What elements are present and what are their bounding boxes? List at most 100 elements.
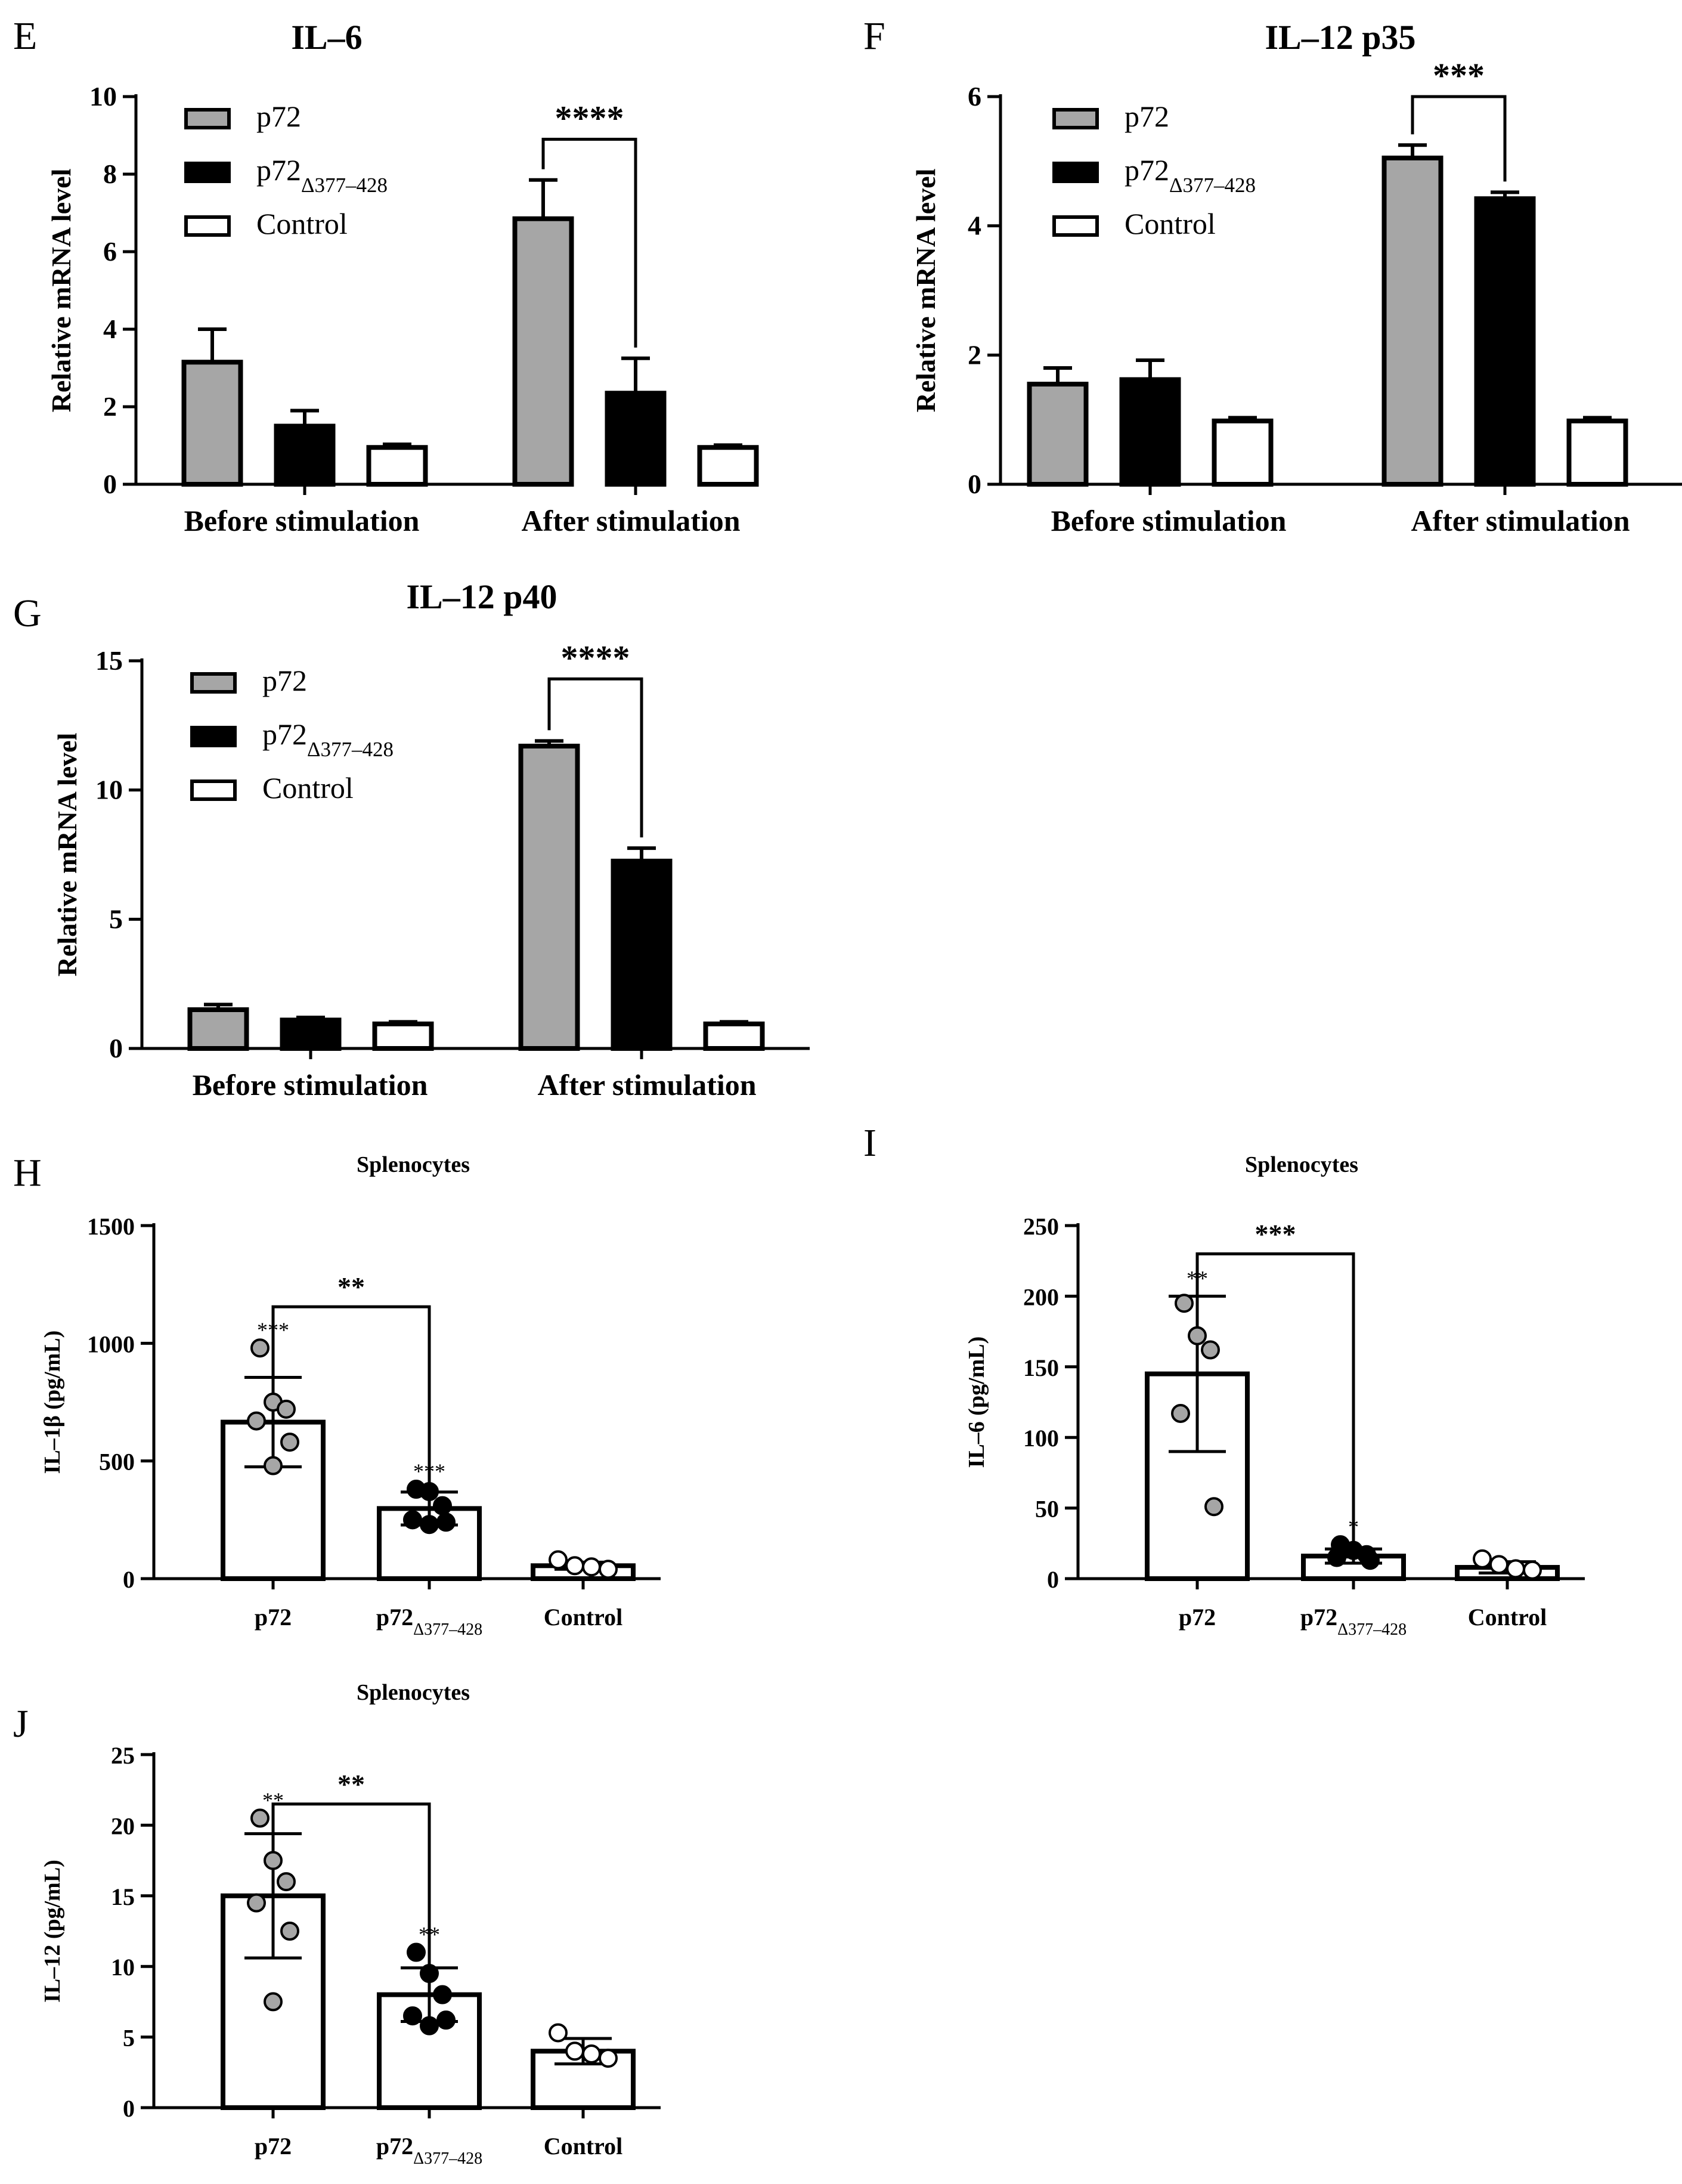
significance-label: ****: [561, 638, 630, 677]
data-point: [420, 1515, 439, 1535]
y-tick-label: 0: [103, 469, 117, 499]
y-tick-label: 0: [968, 469, 981, 499]
panel-letter: G: [13, 592, 42, 635]
legend-p72-swatch: [190, 672, 237, 694]
panel-letter: E: [13, 14, 37, 58]
category-label: Control: [544, 2133, 623, 2160]
category-label: p72Δ377–428: [376, 2133, 482, 2168]
legend-p72-swatch: [184, 108, 231, 129]
data-point: [277, 1872, 296, 1892]
y-axis-label: IL–12 (pg/mL): [40, 1860, 65, 2003]
y-tick-label: 100: [1023, 1425, 1059, 1452]
data-point: [264, 1851, 283, 1870]
legend-p72-delta-label-base: p72: [256, 153, 301, 187]
data-point: [433, 1496, 452, 1515]
panel-i: I Splenocytes 0 50 100 150 200 250 IL–6 (pg/mL) *…: [863, 1121, 1585, 1639]
y-tick-label: 10: [95, 775, 123, 805]
data-point: [250, 1808, 270, 1828]
data-point: [403, 2006, 422, 2026]
significance-label: ***: [1433, 56, 1485, 95]
significance-label: ****: [555, 99, 624, 138]
y-tick-label: 2: [103, 391, 117, 422]
y-tick-label: 2: [968, 339, 981, 370]
data-point: [420, 2016, 439, 2035]
bar-p72377428-0: [280, 1017, 342, 1051]
y-tick-label: 6: [968, 81, 981, 112]
data-point: [1361, 1551, 1380, 1570]
legend-p72-delta-label: p72Δ377–428: [262, 717, 394, 761]
bar-control-0: [1212, 418, 1274, 487]
data-point: [565, 2041, 584, 2061]
data-point: [264, 1992, 283, 2012]
bar-control-1: [697, 445, 759, 487]
bar-p72-0: [181, 360, 243, 487]
data-point: [1201, 1340, 1220, 1360]
chart-title: IL–12 p35: [1265, 18, 1415, 57]
y-axis-label: Relative mRNA level: [52, 733, 82, 977]
y-tick-label: 6: [103, 236, 117, 267]
group-label: Before stimulation: [193, 1068, 428, 1102]
y-tick-label: 10: [111, 1954, 135, 1981]
data-point: [436, 1512, 456, 1532]
bar-p72-1: [1381, 155, 1444, 487]
data-point: [277, 1399, 296, 1419]
significance-bracket: [547, 677, 643, 838]
category-label-subscript: Δ377–428: [413, 1620, 482, 1639]
data-point: [1473, 1549, 1492, 1569]
y-tick-label: 1000: [87, 1331, 135, 1357]
chart-title: Splenocytes: [1245, 1152, 1358, 1177]
data-point: [247, 1893, 266, 1913]
y-tick-label: 10: [89, 81, 117, 112]
bar-p72377428-0: [274, 423, 336, 487]
y-tick-label: 5: [123, 2025, 135, 2052]
data-point: [1188, 1326, 1207, 1345]
category-label: p72: [255, 2133, 292, 2160]
category-label: Control: [544, 1604, 623, 1631]
data-point: [582, 2044, 601, 2064]
legend-p72-delta-swatch: [190, 726, 237, 747]
category-label: Control: [1468, 1604, 1547, 1631]
data-point: [1489, 1555, 1508, 1574]
legend-p72-label: p72: [256, 100, 301, 133]
data-point: [436, 2010, 456, 2030]
category-label: p72Δ377–428: [376, 1604, 482, 1639]
data-point: [407, 1942, 426, 1962]
legend-p72-swatch: [1052, 108, 1099, 129]
legend-p72-delta-label-subscript: Δ377–428: [1169, 174, 1256, 197]
data-point: [1175, 1294, 1194, 1313]
data-point: [1204, 1497, 1223, 1517]
bar-control-1: [1566, 418, 1628, 487]
panel-letter: H: [13, 1151, 42, 1195]
y-tick-label: 5: [109, 904, 123, 934]
significance-bracket: [1195, 1252, 1355, 1549]
category-label: p72Δ377–428: [1300, 1604, 1407, 1639]
y-tick-label: 250: [1023, 1213, 1059, 1240]
significance-label: **: [337, 1272, 365, 1302]
y-tick-label: 150: [1023, 1354, 1059, 1381]
data-point: [264, 1456, 283, 1475]
y-tick-label: 4: [968, 211, 981, 241]
legend-control-swatch: [190, 779, 237, 801]
y-tick-label: 25: [111, 1742, 135, 1769]
y-tick-label: 15: [111, 1883, 135, 1910]
data-point: [1327, 1548, 1346, 1567]
legend-p72-label: p72: [262, 664, 307, 697]
panel-letter: I: [863, 1121, 876, 1165]
panel-j: J Splenocytes 0 5 10 15 20 25 IL–12 (pg/mL) ** p72…: [13, 1680, 661, 2168]
legend-control-swatch: [1052, 215, 1099, 237]
y-tick-label: 8: [103, 159, 117, 189]
chart-title: IL–6: [291, 18, 362, 57]
data-point: [1171, 1403, 1190, 1423]
data-point: [582, 1557, 601, 1577]
y-tick-label: 0: [123, 2095, 135, 2122]
data-point: [549, 1550, 568, 1570]
bar-p72377428-1: [1474, 196, 1536, 487]
y-tick-label: 4: [103, 314, 117, 344]
legend-p72-delta-label: p72Δ377–428: [256, 153, 388, 197]
panel-letter: F: [863, 14, 885, 58]
bar-p72-0: [1027, 382, 1089, 487]
